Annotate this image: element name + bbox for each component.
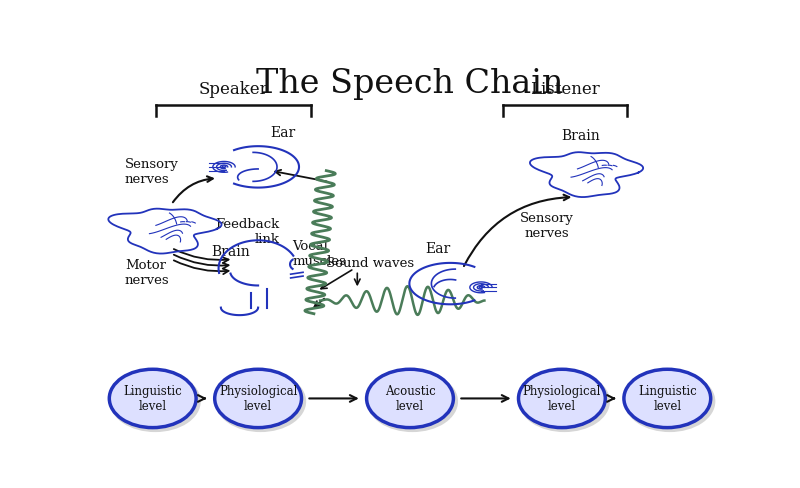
- Text: Physiological
level: Physiological level: [522, 385, 601, 412]
- Ellipse shape: [214, 369, 302, 428]
- Text: Acoustic
level: Acoustic level: [385, 385, 435, 412]
- Text: Sensory
nerves: Sensory nerves: [125, 157, 178, 185]
- Ellipse shape: [366, 369, 454, 428]
- Text: Brain: Brain: [211, 244, 250, 259]
- Text: Listener: Listener: [530, 81, 600, 98]
- Text: Ear: Ear: [270, 125, 295, 140]
- Text: Ear: Ear: [426, 242, 450, 256]
- Text: Vocal
muscles: Vocal muscles: [292, 240, 346, 268]
- Ellipse shape: [624, 369, 710, 428]
- Text: Feedback
link: Feedback link: [215, 218, 280, 245]
- Text: Brain: Brain: [561, 128, 600, 142]
- Ellipse shape: [110, 369, 196, 428]
- Text: Physiological
level: Physiological level: [219, 385, 298, 412]
- Ellipse shape: [518, 369, 606, 428]
- Ellipse shape: [367, 371, 458, 432]
- Ellipse shape: [215, 371, 306, 432]
- Text: The Speech Chain: The Speech Chain: [256, 68, 564, 100]
- Ellipse shape: [624, 371, 715, 432]
- Ellipse shape: [519, 371, 610, 432]
- Text: Sound waves: Sound waves: [326, 256, 414, 269]
- Text: Sensory
nerves: Sensory nerves: [519, 212, 574, 240]
- Text: Motor
nerves: Motor nerves: [125, 259, 170, 287]
- Text: Linguistic
level: Linguistic level: [638, 385, 697, 412]
- Text: Speaker: Speaker: [198, 81, 268, 98]
- Ellipse shape: [110, 371, 201, 432]
- Text: Linguistic
level: Linguistic level: [123, 385, 182, 412]
